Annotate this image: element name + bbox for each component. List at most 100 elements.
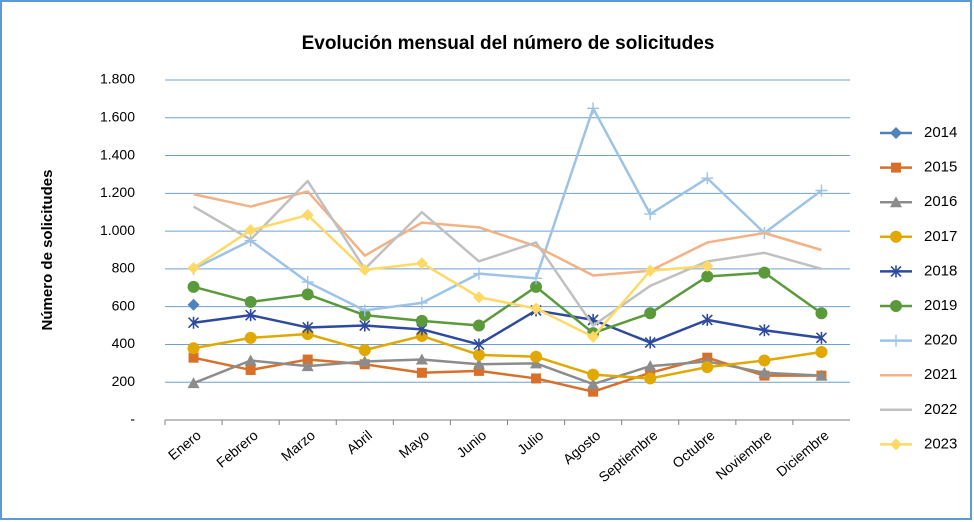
marker	[472, 291, 485, 304]
y-tick-label: -	[130, 411, 135, 427]
series-line	[193, 190, 822, 277]
series-line	[193, 271, 823, 335]
marker	[358, 304, 371, 317]
marker	[701, 260, 714, 273]
y-tick-label: 1.800	[100, 71, 135, 87]
marker	[815, 307, 828, 320]
marker	[758, 266, 771, 279]
legend-label: 2023	[924, 435, 957, 452]
y-tick-label: 800	[112, 260, 136, 276]
marker	[531, 373, 542, 384]
marker	[891, 162, 901, 173]
marker	[244, 224, 257, 237]
marker	[188, 352, 199, 363]
marker	[530, 357, 543, 369]
marker	[644, 372, 657, 385]
legend-label: 2022	[924, 401, 957, 418]
marker	[530, 280, 543, 293]
marker	[644, 360, 657, 372]
series-line	[192, 179, 822, 327]
marker	[701, 361, 714, 374]
marker	[472, 267, 485, 280]
marker	[758, 354, 771, 367]
y-tick-label: 1.200	[100, 184, 135, 200]
marker	[644, 307, 657, 320]
marker	[187, 280, 200, 293]
marker	[187, 342, 200, 355]
marker	[187, 298, 200, 311]
marker	[302, 321, 314, 334]
series-line	[192, 213, 708, 339]
series-line	[192, 107, 823, 312]
marker	[358, 355, 371, 367]
marker	[359, 319, 371, 332]
marker	[301, 360, 314, 372]
legend-label: 2014	[924, 124, 957, 141]
marker	[890, 230, 902, 243]
marker	[587, 102, 600, 115]
marker	[473, 338, 485, 351]
marker	[416, 367, 427, 378]
marker	[245, 364, 256, 375]
marker	[587, 368, 600, 381]
legend-label: 2021	[924, 366, 957, 383]
marker	[815, 369, 828, 381]
marker	[587, 378, 600, 390]
marker	[588, 386, 599, 397]
marker	[815, 184, 828, 197]
chart-title: Evolución mensual del número de solicitu…	[302, 33, 715, 54]
marker	[890, 265, 902, 278]
marker	[187, 261, 200, 274]
marker	[415, 314, 428, 327]
marker	[644, 336, 656, 349]
legend-label: 2019	[924, 297, 957, 314]
marker	[302, 354, 313, 365]
marker	[472, 319, 485, 332]
marker	[245, 309, 257, 322]
marker	[890, 196, 902, 208]
y-axis-label: Número de solicitudes	[39, 170, 56, 331]
marker	[644, 208, 657, 221]
y-tick-label: 1.400	[100, 146, 135, 162]
marker	[244, 295, 257, 308]
series-line	[193, 309, 822, 346]
marker	[758, 366, 771, 378]
marker	[187, 316, 200, 329]
series-line	[193, 332, 822, 380]
legend-label: 2015	[924, 159, 957, 176]
marker	[301, 276, 314, 289]
y-tick-label: 400	[112, 335, 136, 351]
marker	[244, 331, 257, 344]
marker	[890, 438, 902, 451]
y-tick-label: 1.000	[100, 222, 135, 238]
y-tick-label: 600	[112, 297, 136, 313]
marker	[358, 344, 371, 357]
series-line	[193, 358, 822, 386]
marker	[890, 334, 902, 347]
legend-label: 2016	[924, 193, 957, 210]
marker	[890, 127, 902, 139]
marker	[530, 272, 543, 285]
marker	[415, 257, 428, 270]
series-line	[193, 356, 822, 393]
y-tick-label: 1.600	[100, 108, 135, 124]
marker	[358, 263, 371, 276]
marker	[244, 354, 257, 366]
legend-label: 2017	[924, 228, 957, 245]
marker	[415, 353, 428, 365]
marker	[701, 270, 714, 283]
legend-label: 2020	[924, 332, 957, 349]
marker	[472, 348, 485, 361]
marker	[815, 331, 828, 344]
marker	[301, 288, 314, 301]
marker	[187, 377, 200, 389]
marker	[890, 300, 902, 312]
marker	[758, 324, 770, 337]
marker	[701, 172, 714, 185]
marker	[472, 358, 485, 370]
marker	[644, 264, 657, 277]
marker	[301, 209, 314, 222]
marker	[530, 302, 543, 315]
